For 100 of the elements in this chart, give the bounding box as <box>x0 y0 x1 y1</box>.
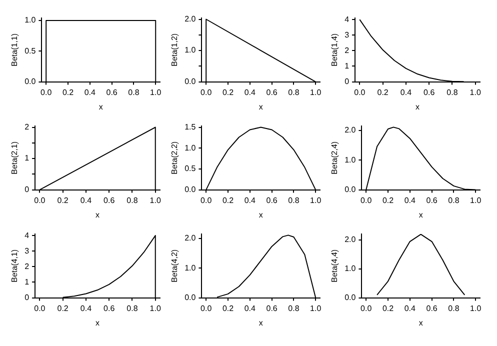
y-axis-title: Beta(2,2) <box>170 141 180 174</box>
x-tick-label: 0.4 <box>244 88 256 97</box>
x-tick-label: 0.2 <box>382 196 394 205</box>
x-axis-title: x <box>258 318 263 328</box>
y-axis-title: Beta(4,1) <box>10 249 20 282</box>
x-tick-label: 0.6 <box>106 88 118 97</box>
x-tick-label: 0.2 <box>382 304 394 313</box>
x-tick-label: 0.8 <box>288 196 300 205</box>
x-tick-label: 0.8 <box>126 304 138 313</box>
x-tick-label: 0.2 <box>57 304 69 313</box>
y-tick-label: 3 <box>24 246 30 256</box>
y-axis-title: Beta(1,1) <box>10 33 20 66</box>
x-tick-label: 1.0 <box>470 304 482 313</box>
x-tick-label: 0.0 <box>34 196 46 205</box>
x-tick-label: 0.4 <box>244 304 256 313</box>
x-tick-label: 1.0 <box>150 196 162 205</box>
x-axis-title: x <box>96 318 100 328</box>
y-tick-label: 0.5 <box>184 164 196 174</box>
x-tick-label: 0.4 <box>80 196 92 205</box>
x-tick-label: 0.6 <box>266 196 278 205</box>
x-axis-title: x <box>418 318 423 328</box>
x-tick-label: 1.0 <box>310 304 322 313</box>
y-tick-label: 1.5 <box>184 122 196 132</box>
y-axis-title: Beta(4,2) <box>170 249 180 282</box>
x-tick-label: 1.0 <box>310 196 322 205</box>
x-tick-label: 0.4 <box>400 88 412 97</box>
y-tick-label: 2.0 <box>184 234 196 243</box>
y-tick-label: 2 <box>24 262 30 271</box>
x-tick-label: 0.2 <box>62 88 74 97</box>
x-tick-label: 0.8 <box>126 196 138 205</box>
y-tick-label: 1.0 <box>24 16 36 25</box>
x-tick-label: 1.0 <box>150 304 162 313</box>
x-tick-label: 0.4 <box>404 304 416 313</box>
y-tick-label: 1.0 <box>184 263 196 272</box>
x-tick-label: 0.4 <box>244 196 256 205</box>
y-tick-label: 2.0 <box>184 14 196 24</box>
y-tick-label: 0 <box>24 185 30 194</box>
x-tick-label: 0.2 <box>57 196 69 205</box>
y-tick-label: 0.0 <box>344 185 356 194</box>
y-tick-label: 3 <box>344 30 350 40</box>
x-tick-label: 1.0 <box>470 196 482 205</box>
y-axis-title: Beta(2,1) <box>10 141 20 174</box>
x-tick-label: 0.4 <box>80 304 92 313</box>
y-tick-label: 1 <box>24 277 30 286</box>
x-tick-label: 0.8 <box>446 88 458 97</box>
y-axis-title: Beta(1,2) <box>170 33 180 66</box>
x-tick-label: 0.6 <box>424 88 436 97</box>
x-tick-label: 0.6 <box>426 196 438 205</box>
x-axis-title: x <box>418 210 423 220</box>
y-tick-label: 0.5 <box>24 46 36 56</box>
x-tick-label: 0.4 <box>84 88 96 97</box>
x-tick-label: 0.8 <box>448 304 460 313</box>
y-tick-label: 2 <box>344 46 350 55</box>
x-tick-label: 1.0 <box>310 88 322 97</box>
y-tick-label: 1.0 <box>344 264 356 274</box>
x-tick-label: 0.0 <box>200 196 212 205</box>
y-axis-title: Beta(1,4) <box>330 33 340 66</box>
y-axis-title: Beta(4,4) <box>330 249 340 282</box>
y-tick-label: 0.0 <box>184 77 196 86</box>
x-tick-label: 0.0 <box>200 304 212 313</box>
y-tick-label: 0.0 <box>184 293 196 302</box>
x-tick-label: 0.0 <box>360 304 372 313</box>
x-tick-label: 0.0 <box>354 88 366 97</box>
x-tick-label: 0.8 <box>288 88 300 97</box>
y-tick-label: 2 <box>24 122 30 132</box>
x-tick-label: 1.0 <box>150 88 162 97</box>
x-tick-label: 0.6 <box>426 304 438 313</box>
y-tick-label: 4 <box>24 230 30 240</box>
x-axis-title: x <box>416 102 420 112</box>
y-tick-label: 0 <box>24 293 30 302</box>
x-tick-label: 1.0 <box>470 88 482 97</box>
x-axis-title: x <box>258 102 263 112</box>
x-axis-title: x <box>258 210 263 220</box>
y-tick-label: 2.0 <box>344 235 356 244</box>
x-tick-label: 0.0 <box>40 88 52 97</box>
x-tick-label: 0.2 <box>222 88 234 97</box>
x-tick-label: 0.2 <box>222 196 234 205</box>
y-tick-label: 0.0 <box>184 185 196 194</box>
y-tick-label: 0.0 <box>24 77 36 86</box>
x-tick-label: 0.6 <box>266 304 278 313</box>
y-tick-label: 2.0 <box>344 126 356 135</box>
x-tick-label: 0.4 <box>404 196 416 205</box>
x-tick-label: 0.0 <box>200 88 212 97</box>
y-tick-label: 0.0 <box>344 293 356 302</box>
x-tick-label: 0.0 <box>360 196 372 205</box>
x-tick-label: 0.6 <box>104 304 116 313</box>
y-tick-label: 0 <box>344 77 350 86</box>
x-tick-label: 0.6 <box>104 196 116 205</box>
y-tick-label: 1.0 <box>184 46 196 55</box>
y-tick-label: 1.0 <box>184 143 196 152</box>
x-tick-label: 0.2 <box>222 304 234 313</box>
y-axis-title: Beta(2,4) <box>330 141 340 174</box>
x-tick-label: 0.8 <box>128 88 140 97</box>
x-axis-title: x <box>98 102 103 112</box>
x-tick-label: 0.6 <box>266 88 278 97</box>
x-tick-label: 0.0 <box>34 304 46 313</box>
x-tick-label: 0.8 <box>288 304 300 313</box>
x-axis-title: x <box>96 210 100 220</box>
y-tick-label: 1 <box>24 154 30 163</box>
y-tick-label: 1.0 <box>344 155 356 164</box>
